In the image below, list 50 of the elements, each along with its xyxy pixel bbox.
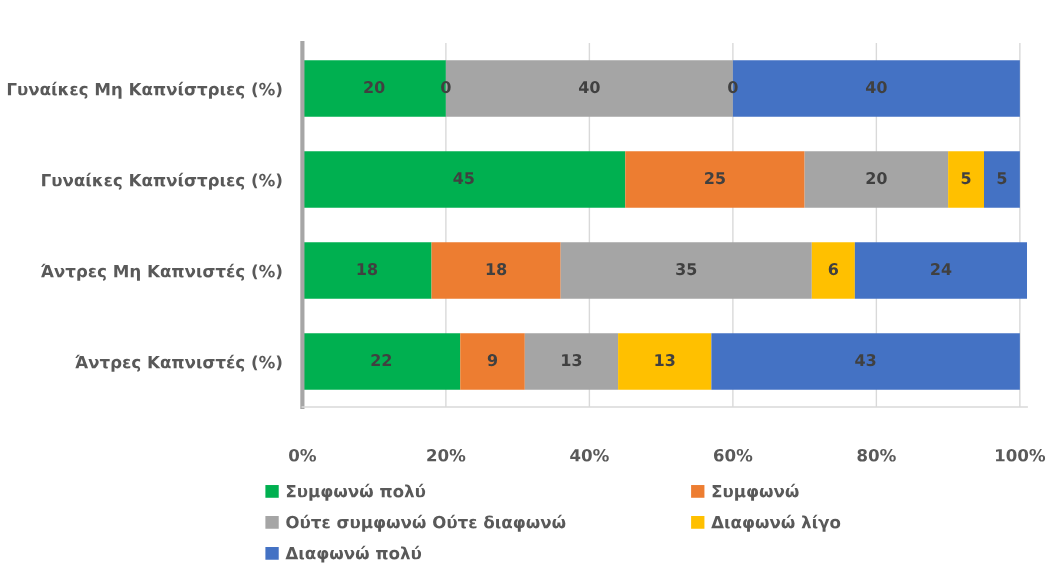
data-label: 5 xyxy=(997,172,1007,185)
bar xyxy=(302,242,432,299)
data-label: 45 xyxy=(453,172,474,185)
data-label: 18 xyxy=(357,263,378,276)
y-tick-label: Άντρες Καπνιστές (%) xyxy=(75,354,282,372)
x-tick-label: 60% xyxy=(713,448,753,462)
x-tick-label: 100% xyxy=(996,448,1046,462)
bar xyxy=(302,333,461,390)
bar xyxy=(984,151,1020,208)
data-label: 24 xyxy=(931,263,952,275)
bar xyxy=(524,333,619,390)
legend-label: Συμφωνώ xyxy=(712,483,799,501)
data-label: 22 xyxy=(371,354,392,366)
x-tick-label: 80% xyxy=(857,448,896,462)
bar xyxy=(618,333,712,390)
bar xyxy=(460,333,525,390)
bar xyxy=(811,242,855,299)
data-label: 20 xyxy=(866,172,887,185)
data-label: 13 xyxy=(562,354,582,367)
y-tick-label: Άντρες Μη Καπνιστές (%) xyxy=(41,263,282,281)
data-label: 18 xyxy=(486,263,507,276)
data-label: 6 xyxy=(828,263,839,276)
data-label: 40 xyxy=(578,81,600,94)
bar xyxy=(302,151,626,208)
data-label: 35 xyxy=(676,263,697,276)
bar xyxy=(804,151,949,208)
x-tick-label: 40% xyxy=(570,448,609,462)
bar xyxy=(948,151,984,208)
bar xyxy=(560,242,812,299)
data-label: 13 xyxy=(655,354,675,367)
data-label: 25 xyxy=(705,172,725,185)
data-label: 43 xyxy=(855,354,876,367)
data-label: 40 xyxy=(865,81,887,94)
y-tick-label: Γυναίκες Καπνίστριες (%) xyxy=(42,172,282,190)
y-tick-label: Γυναίκες Μη Καπνίστριες (%) xyxy=(7,81,282,99)
annotation: 0 xyxy=(728,81,738,94)
bar xyxy=(625,151,805,208)
legend-label: Ούτε συμφωνώ Ούτε διαφωνώ xyxy=(286,514,566,532)
x-tick-label: 0% xyxy=(289,448,316,462)
bar xyxy=(711,333,1020,390)
legend-label: Διαφωνώ λίγο xyxy=(711,514,841,532)
bar xyxy=(431,242,561,299)
legend-label: Διαφωνώ πολύ xyxy=(285,545,422,563)
x-tick-label: 20% xyxy=(427,448,466,462)
bar xyxy=(854,242,1028,299)
data-label: 5 xyxy=(961,172,971,185)
annotation: 0 xyxy=(441,81,451,94)
data-label: 20 xyxy=(364,81,385,94)
data-label: 9 xyxy=(487,354,498,367)
legend-label: Συμφωνώ πολύ xyxy=(286,483,426,501)
